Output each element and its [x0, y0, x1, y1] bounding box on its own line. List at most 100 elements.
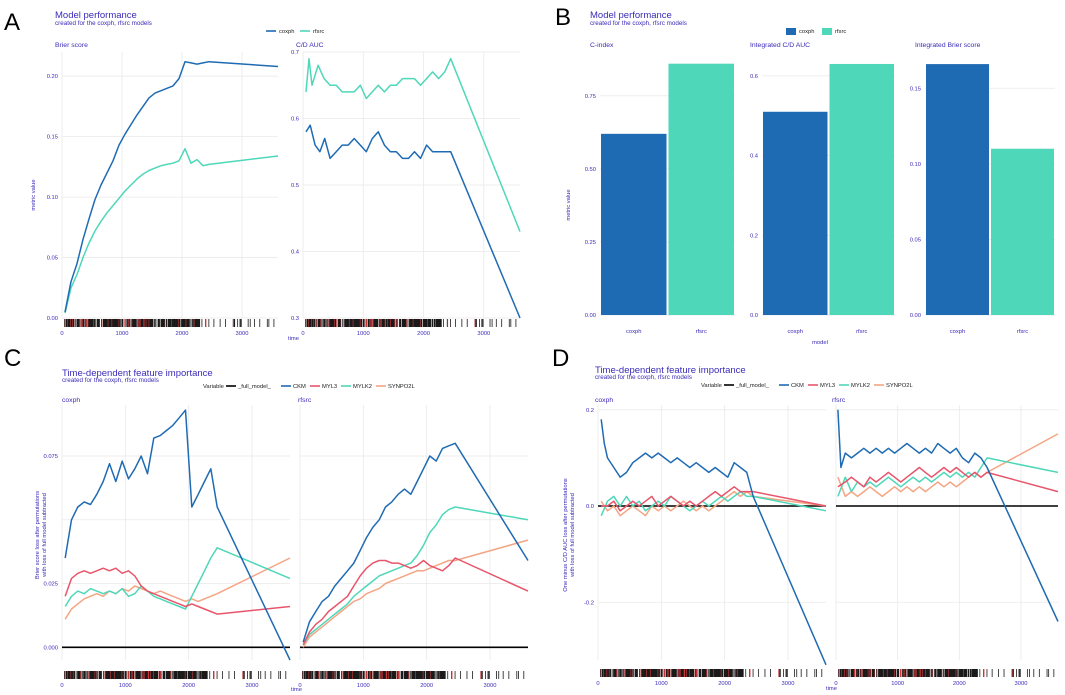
- series-line-c-coxph-ckm: [64, 409, 291, 661]
- legend-d-mylk2-label: MYLK2: [851, 383, 870, 389]
- y-tick-label-a-c-d-auc: 0.6: [291, 117, 299, 123]
- series-line-c-coxph-mylk2: [64, 547, 291, 610]
- x-tick-label-d-rfsrc: 0: [834, 681, 837, 687]
- series-line-d-coxph-ckm: [600, 419, 827, 666]
- chart-d-subtitle: created for the coxph, rfsrc models: [595, 374, 692, 381]
- legend-b-rfsrc-swatch: [822, 28, 832, 35]
- series-line-d-rfsrc-synpo2l: [837, 433, 1059, 498]
- y-tick-label-b-integrated-c-d-auc: 0.4: [750, 154, 759, 160]
- series-line-c-rfsrc-ckm: [302, 442, 529, 643]
- legend-a-rfsrc-label: rfsrc: [313, 29, 324, 35]
- chart-a-subtitle: created for the coxph, rfsrc models: [55, 20, 152, 27]
- legend-c-ckm-label: CKM: [293, 384, 306, 390]
- series-line-c-coxph-synpo2l: [64, 557, 291, 620]
- y-tick-label-b-integrated-brier-score: 0.05: [910, 237, 921, 243]
- legend-b-coxph-swatch: [786, 28, 796, 35]
- x-tick-label-b-integrated-c-d-auc: rfsrc: [856, 329, 867, 335]
- chart-c-subtitle: created for the coxph, rfsrc models: [62, 377, 159, 384]
- x-tick-label-b-c-index: rfsrc: [696, 329, 707, 335]
- x-tick-label-b-integrated-c-d-auc: coxph: [788, 329, 803, 335]
- legend-b: coxph rfsrc: [786, 28, 846, 35]
- axis-title-line: with loss of full model subtracted: [570, 493, 576, 578]
- axis-a-ylabel: metric value: [31, 179, 37, 210]
- y-tick-label-a-c-d-auc: 0.3: [291, 316, 299, 322]
- y-tick-label-a-brier-score: 0.10: [47, 195, 58, 201]
- facet-d-rfsrc-label: rfsrc: [832, 397, 846, 404]
- x-tick-label-c-rfsrc: 1000: [357, 683, 370, 689]
- x-tick-label-d-coxph: 2000: [718, 681, 731, 687]
- series-line-a-c-d-auc-rfsrc: [305, 57, 521, 232]
- legend-c-synpo2l-label: SYNPO2L: [388, 384, 416, 390]
- legend-c-title: Variable: [203, 384, 224, 390]
- x-tick-label-d-coxph: 1000: [655, 681, 668, 687]
- x-tick-label-a-brier-score: 2000: [176, 331, 189, 337]
- chart-c-title: Time-dependent feature importance: [62, 368, 213, 379]
- bar-b-c-index-rfsrc: [668, 63, 734, 315]
- legend-d-myl3-label: MYL3: [820, 383, 835, 389]
- plot-area: 0.000.050.100.150.200 1000 2000 30000.30.40…: [43, 50, 1059, 689]
- axis-c-xlabel: time: [291, 687, 302, 693]
- legend-a-coxph-label: coxph: [279, 29, 294, 35]
- y-tick-label-b-integrated-brier-score: 0.10: [910, 162, 921, 168]
- y-tick-label-d-coxph: 0.2: [586, 408, 594, 414]
- y-tick-label-a-c-d-auc: 0.7: [291, 50, 299, 56]
- x-tick-label-c-rfsrc: 3000: [484, 683, 497, 689]
- facet-d-coxph-label: coxph: [595, 397, 613, 404]
- bar-b-integrated-brier-score-coxph: [926, 64, 989, 316]
- x-tick-label-d-rfsrc: 3000: [1015, 681, 1028, 687]
- y-tick-label-b-integrated-brier-score: 0.15: [910, 86, 921, 92]
- axis-a-xlabel: time: [288, 336, 299, 342]
- x-tick-label-c-coxph: 2000: [182, 683, 195, 689]
- x-tick-label-b-integrated-brier-score: rfsrc: [1017, 329, 1028, 335]
- legend-a: coxph rfsrc: [266, 29, 324, 35]
- x-tick-label-c-coxph: 0: [60, 683, 63, 689]
- x-tick-label-a-brier-score: 1000: [116, 331, 129, 337]
- x-tick-label-c-rfsrc: 2000: [420, 683, 433, 689]
- y-tick-label-c-coxph: 0.000: [43, 645, 58, 651]
- y-tick-label-d-coxph: -0.2: [584, 600, 594, 606]
- panel-label-d: D: [552, 345, 569, 372]
- series-line-a-brier-score-coxph: [64, 60, 279, 313]
- facet-b-icdauc-label: Integrated C/D AUC: [750, 42, 810, 49]
- x-tick-label-c-rfsrc: 0: [298, 683, 301, 689]
- axis-b-ylabel: metric value: [566, 189, 572, 220]
- y-tick-label-d-coxph: 0.0: [586, 504, 594, 510]
- series-line-a-c-d-auc-coxph: [305, 124, 521, 319]
- y-tick-label-b-c-index: 0.25: [585, 240, 596, 246]
- series-line-d-rfsrc-myl3: [837, 466, 1059, 493]
- facet-a-auc-label: C/D AUC: [296, 42, 324, 49]
- facet-c-coxph-label: coxph: [62, 397, 80, 404]
- x-tick-label-b-c-index: coxph: [626, 329, 641, 335]
- x-tick-label-c-coxph: 1000: [119, 683, 132, 689]
- x-tick-label-a-c-d-auc: 0: [301, 331, 304, 337]
- series-line-d-coxph-myl3: [601, 486, 827, 512]
- y-tick-label-b-integrated-c-d-auc: 0.0: [750, 313, 758, 319]
- x-tick-label-c-coxph: 3000: [246, 683, 259, 689]
- chart-b-subtitle: created for the coxph, rfsrc models: [590, 20, 687, 27]
- bar-b-integrated-brier-score-rfsrc: [991, 148, 1054, 315]
- panel-label-b: B: [555, 4, 571, 31]
- x-tick-label-d-rfsrc: 1000: [891, 681, 904, 687]
- y-tick-label-a-brier-score: 0.20: [47, 74, 58, 80]
- legend-d-ckm-label: CKM: [791, 383, 804, 389]
- series-line-c-rfsrc-mylk2: [302, 506, 529, 646]
- facet-c-rfsrc-label: rfsrc: [298, 397, 312, 404]
- axis-title-line: Brier score loss after permutations: [35, 491, 41, 579]
- y-tick-label-a-brier-score: 0.05: [47, 256, 58, 262]
- x-tick-label-a-c-d-auc: 2000: [417, 331, 430, 337]
- y-tick-label-b-integrated-c-d-auc: 0.6: [750, 74, 758, 80]
- series-line-c-coxph-myl3: [64, 567, 291, 615]
- legend-c-mylk2-label: MYLK2: [353, 384, 372, 390]
- facet-b-ibrier-label: Integrated Brier score: [915, 42, 981, 49]
- chart-b-title: Model performance: [590, 10, 672, 21]
- legend-c-myl3-label: MYL3: [322, 384, 337, 390]
- legend-c-full-model-label: _full_model_: [237, 384, 272, 390]
- bar-b-c-index-coxph: [601, 133, 667, 315]
- series-line-d-rfsrc-ckm: [837, 409, 1059, 622]
- x-tick-label-a-brier-score: 0: [60, 331, 63, 337]
- x-tick-label-a-c-d-auc: 1000: [357, 331, 370, 337]
- legend-d: Variable _full_model_ CKM MYL3 MYLK2 SYN…: [701, 383, 914, 389]
- y-tick-label-a-brier-score: 0.00: [47, 316, 58, 322]
- legend-b-rfsrc-label: rfsrc: [835, 29, 846, 35]
- x-tick-label-a-c-d-auc: 3000: [477, 331, 490, 337]
